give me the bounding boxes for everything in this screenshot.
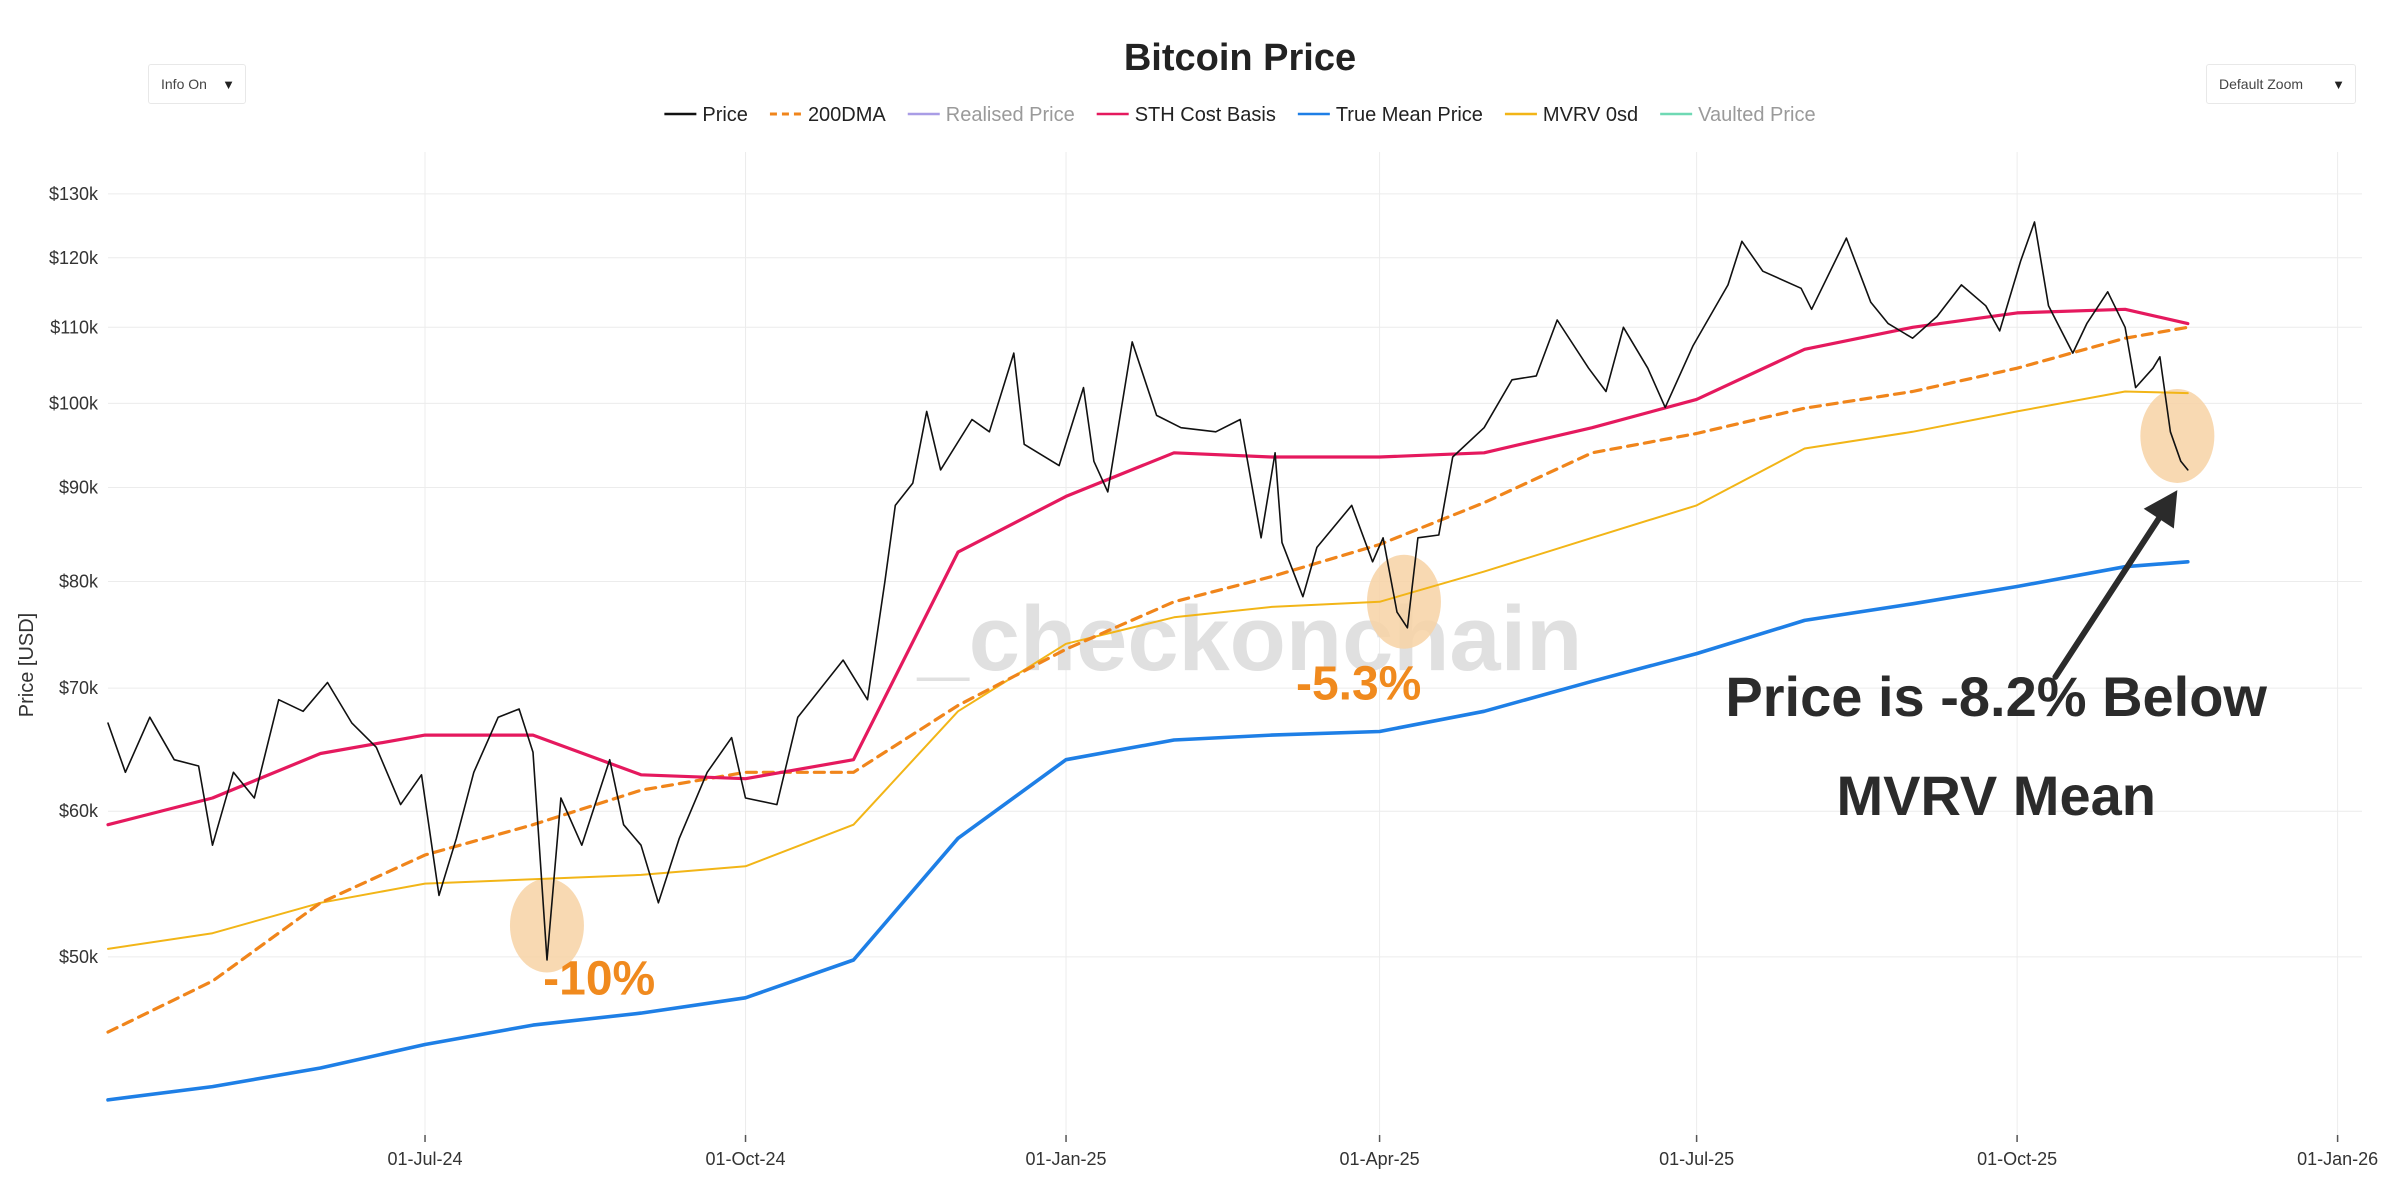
- x-tick-label: 01-Apr-25: [1340, 1149, 1420, 1169]
- y-axis-ticks: $50k $60k $70k $80k $90k $100k $110k $120k $130k: [49, 184, 99, 967]
- legend-label: Vaulted Price: [1698, 104, 1815, 126]
- legend-label: MVRV 0sd: [1543, 104, 1638, 126]
- x-tick-label: 01-Jan-26: [2297, 1149, 2378, 1169]
- legend-label: Price: [702, 104, 748, 126]
- legend-label: 200DMA: [808, 104, 886, 126]
- legend-item-vaulted-price[interactable]: Vaulted Price: [1660, 104, 1816, 126]
- watermark: _checkonchain: [917, 588, 1583, 690]
- info-dropdown-label: Info On: [161, 76, 207, 92]
- y-tick-label: $100k: [49, 393, 99, 413]
- series-lines[interactable]: [106, 221, 2190, 1102]
- legend[interactable]: Price 200DMA Realised Price STH Cost Basis T…: [664, 104, 1816, 126]
- annotation-arrow-head: [2143, 490, 2178, 529]
- annotation-label: -10%: [543, 952, 655, 1005]
- y-tick-label: $50k: [59, 947, 99, 967]
- x-tick-label: 01-Jul-25: [1659, 1149, 1734, 1169]
- x-tick-label: 01-Jan-25: [1026, 1149, 1107, 1169]
- legend-item-true-mean-price[interactable]: True Mean Price: [1297, 104, 1483, 126]
- chart-title: Bitcoin Price: [1124, 37, 1356, 79]
- highlight-ellipse: [2140, 388, 2215, 483]
- series-line-price[interactable]: [107, 221, 2189, 961]
- gridlines: [108, 152, 2362, 1135]
- chevron-down-icon: ▼: [222, 76, 235, 92]
- legend-item-realised-price[interactable]: Realised Price: [907, 104, 1075, 126]
- x-tick-label: 01-Oct-25: [1977, 1149, 2057, 1169]
- annotation-arrow-shaft: [2052, 515, 2162, 680]
- y-tick-label: $90k: [59, 477, 99, 497]
- legend-label: True Mean Price: [1336, 104, 1483, 126]
- y-axis-label: Price [USD]: [16, 613, 38, 717]
- chevron-down-icon: ▼: [2332, 76, 2345, 92]
- x-tick-label: 01-Jul-24: [387, 1149, 462, 1169]
- annotation-label: MVRV Mean: [1836, 764, 2155, 827]
- legend-label: Realised Price: [946, 104, 1075, 126]
- zoom-dropdown[interactable]: Default Zoom ▼: [2206, 64, 2356, 104]
- legend-item-mvrv-0sd[interactable]: MVRV 0sd: [1504, 104, 1638, 126]
- y-tick-label: $80k: [59, 572, 99, 592]
- y-tick-label: $70k: [59, 678, 99, 698]
- series-line-sth-cost-basis[interactable]: [106, 307, 2190, 827]
- highlight-ellipse: [1366, 554, 1441, 649]
- y-tick-label: $110k: [50, 317, 99, 337]
- y-tick-label: $60k: [59, 801, 99, 821]
- legend-item-sth-cost-basis[interactable]: STH Cost Basis: [1096, 104, 1276, 126]
- series-line-200dma[interactable]: [106, 325, 2190, 1034]
- annotation-label: -5.3%: [1296, 658, 1421, 711]
- series-line-true-mean-price[interactable]: [106, 559, 2190, 1102]
- series-line-mvrv-0sd[interactable]: [107, 390, 2189, 950]
- annotations: -10% -5.3% Price is -8.2% Below MVRV Mean: [543, 490, 2267, 1005]
- legend-item-200dma[interactable]: 200DMA: [769, 104, 886, 126]
- x-tick-label: 01-Oct-24: [706, 1149, 786, 1169]
- zoom-dropdown-label: Default Zoom: [2219, 76, 2304, 92]
- highlight-ellipse: [509, 878, 584, 973]
- x-axis-ticks: 01-Jul-24 01-Oct-24 01-Jan-25 01-Apr-25 01-J…: [387, 1135, 2378, 1169]
- y-tick-label: $120k: [49, 248, 99, 268]
- info-dropdown[interactable]: Info On ▼: [148, 64, 246, 104]
- highlight-markers: [509, 388, 2215, 973]
- y-tick-label: $130k: [49, 184, 99, 204]
- legend-item-price[interactable]: Price: [664, 104, 748, 126]
- legend-label: STH Cost Basis: [1135, 104, 1276, 126]
- annotation-label: Price is -8.2% Below: [1725, 665, 2267, 728]
